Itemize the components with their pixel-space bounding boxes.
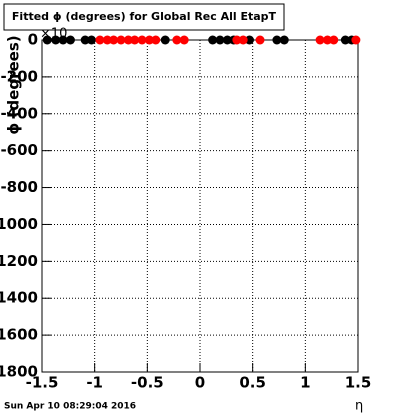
point bbox=[340, 35, 350, 45]
point bbox=[279, 35, 289, 45]
point bbox=[322, 35, 332, 45]
x-tick-label: -0.5 bbox=[131, 374, 164, 392]
plot-frame bbox=[41, 39, 359, 373]
point bbox=[137, 35, 147, 45]
y-tick-label: 0 bbox=[28, 31, 38, 49]
y-axis-label: ϕ (degrees) bbox=[5, 35, 23, 134]
y-tick-label: -1800 bbox=[0, 363, 38, 381]
point bbox=[272, 35, 282, 45]
point bbox=[109, 35, 119, 45]
x-tick-label: 0 bbox=[195, 374, 205, 392]
point bbox=[51, 35, 61, 45]
y-tick-label: -1000 bbox=[0, 215, 38, 233]
footer: Sun Apr 10 08:29:04 2016 bbox=[4, 402, 136, 412]
point bbox=[130, 35, 140, 45]
point bbox=[151, 35, 161, 45]
point bbox=[58, 35, 68, 45]
point bbox=[315, 35, 325, 45]
y-tick-label: -1600 bbox=[0, 326, 38, 344]
y-tick-label: -200 bbox=[0, 67, 38, 85]
point bbox=[87, 35, 97, 45]
y-tick-label: -800 bbox=[0, 178, 38, 196]
x-tick-label: -1 bbox=[86, 374, 103, 392]
point bbox=[172, 35, 182, 45]
point bbox=[232, 35, 242, 45]
y-tick-label: -1400 bbox=[0, 289, 38, 307]
point bbox=[351, 35, 361, 45]
point bbox=[208, 35, 218, 45]
point bbox=[102, 35, 112, 45]
point bbox=[245, 35, 255, 45]
point bbox=[215, 35, 225, 45]
x-tick-label: 0.5 bbox=[239, 374, 266, 392]
x-tick-label: 1 bbox=[300, 374, 310, 392]
y-tick-label: -400 bbox=[0, 104, 38, 122]
y-tick-label: -1200 bbox=[0, 252, 38, 270]
point bbox=[222, 35, 232, 45]
point bbox=[65, 35, 75, 45]
point bbox=[255, 35, 265, 45]
x-tick-label: 1.5 bbox=[345, 374, 372, 392]
point bbox=[95, 35, 105, 45]
title-box bbox=[3, 3, 285, 31]
chart-title: Fitted ϕ (degrees) for Global Rec All Et… bbox=[12, 10, 277, 23]
point bbox=[160, 35, 170, 45]
x-tick-label: -1.5 bbox=[26, 374, 59, 392]
point bbox=[144, 35, 154, 45]
y-tick-label: -600 bbox=[0, 141, 38, 159]
point bbox=[179, 35, 189, 45]
point bbox=[80, 35, 90, 45]
point bbox=[329, 35, 339, 45]
x-axis-label: η bbox=[355, 399, 363, 414]
point bbox=[116, 35, 126, 45]
point bbox=[238, 35, 248, 45]
point bbox=[42, 35, 52, 45]
point bbox=[123, 35, 133, 45]
